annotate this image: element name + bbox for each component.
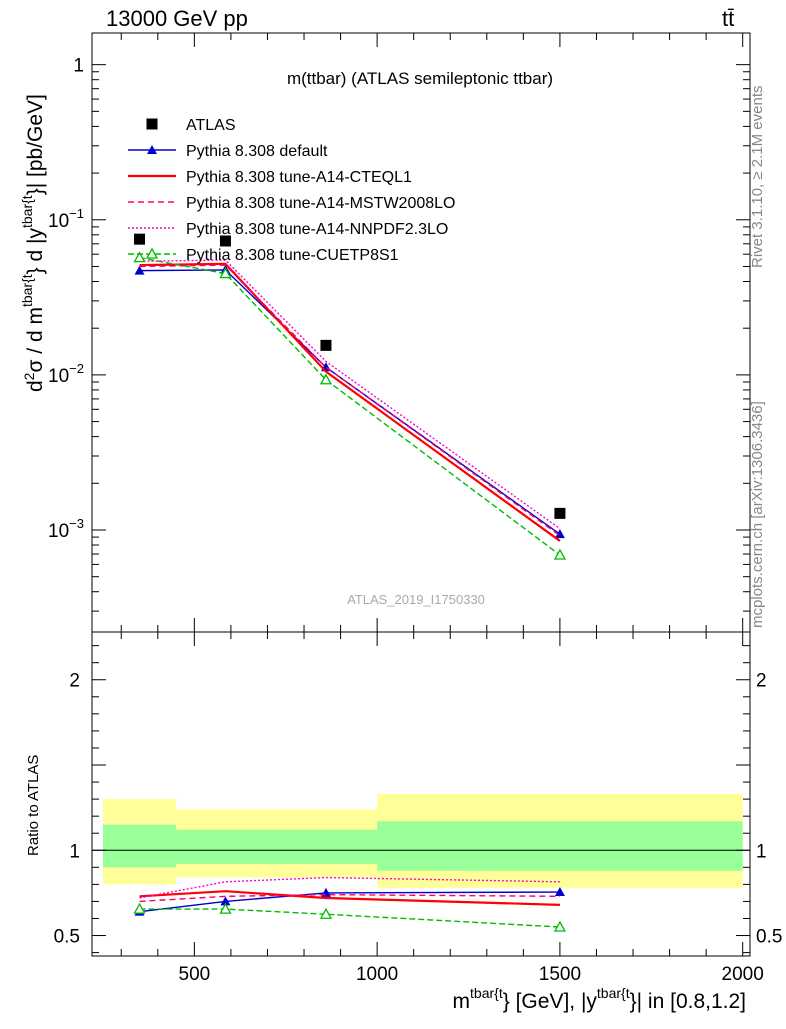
header-energy-label: 13000 GeV pp (106, 6, 248, 31)
legend-label-series-3: Pythia 8.308 tune-A14-NNPDF2.3LO (186, 221, 448, 238)
x-tick-label-2: 1500 (539, 964, 581, 985)
band-green-1 (176, 829, 378, 864)
legend-marker-atlas (146, 118, 158, 130)
main-marker-series-4-0 (133, 251, 146, 263)
main-line-series-1 (139, 262, 561, 542)
main-line-series-3 (139, 259, 561, 530)
ratio-marker-series-0-3 (554, 887, 565, 897)
x-tick-label-0: 500 (179, 964, 211, 985)
y-tick-label-ratio-right-2: 2 (756, 671, 767, 692)
y-tick-label-ratio-left-1: 1 (69, 841, 80, 862)
ratio-plot-frame (91, 631, 751, 957)
x-axis-label: mtbar{t} [GeV], |ytbar{t}| in [0.8,1.2] (453, 985, 746, 1013)
main-line-series-2 (139, 264, 561, 537)
ratio-marker-series-4-3 (553, 920, 567, 932)
main-marker-series-4-2 (319, 373, 333, 385)
x-tick-label-1: 1000 (356, 964, 398, 985)
ratio-line-series-0 (139, 891, 560, 913)
atlas-point-0 (134, 233, 146, 245)
main-series-group (133, 251, 567, 560)
y-tick-label-ratio-right-0: 0.5 (756, 927, 782, 948)
main-marker-series-4-1 (219, 267, 232, 279)
ratio-line-series-1 (139, 890, 560, 906)
y-tick-label-ratio-left-0: 0.5 (54, 927, 80, 948)
atlas-point-1 (219, 235, 231, 247)
analysis-watermark: ATLAS_2019_I1750330 (347, 592, 485, 607)
ratio-marker-series-4-1 (219, 902, 232, 914)
y-tick-label-ratio-right-1: 1 (756, 841, 767, 862)
atlas-data-points (134, 233, 566, 519)
axis-tick-labels: 500 1000 1500 2000 10−3 10−2 10−1 1 0.5 0.5 1 1 2 2 (48, 56, 782, 985)
y-tick-label-main-2: 10−1 (48, 206, 84, 232)
y-tick-label-main-0: 10−3 (48, 516, 84, 542)
legend-label-series-0: Pythia 8.308 default (186, 143, 328, 160)
atlas-point-2 (320, 339, 332, 351)
band-green-2 (377, 821, 743, 871)
band-green-0 (102, 824, 177, 868)
ratio-line-series-2 (139, 893, 560, 903)
ratio-line-series-4 (139, 908, 560, 928)
ratio-line-series-3 (139, 876, 560, 899)
legend-marker-series-4 (145, 247, 159, 259)
legend-marker-series-0 (147, 145, 157, 154)
legend-label-series-1: Pythia 8.308 tune-A14-CTEQL1 (186, 169, 412, 186)
rivet-version-label: Rivet 3.1.10, ≥ 2.1M events (749, 86, 766, 269)
axis-ticks (92, 33, 750, 956)
main-marker-series-0-3 (554, 529, 565, 539)
ratio-marker-series-0-1 (220, 896, 231, 906)
y-tick-label-ratio-left-2: 2 (69, 671, 80, 692)
x-tick-label-3: 2000 (722, 964, 764, 985)
ratio-marker-series-4-0 (133, 902, 146, 914)
legend: ATLAS Pythia 8.308 default Pythia 8.308 tu… (128, 117, 455, 264)
main-marker-series-4-3 (553, 548, 567, 560)
ratio-y-axis-label: Ratio to ATLAS (25, 755, 42, 856)
main-line-series-4 (139, 256, 561, 556)
mcplots-credit-label: mcplots.cern.ch [arXiv:1306.3436] (749, 401, 766, 628)
header-process-label: tt̄ (722, 6, 734, 31)
main-y-axis-label: d2σ / d mtbar{t} d |ytbar{t}| [pb/GeV] (19, 94, 47, 392)
legend-label-atlas: ATLAS (186, 117, 236, 134)
uncertainty-bands (102, 794, 743, 888)
chart-title: m(ttbar) (ATLAS semileptonic ttbar) (287, 69, 553, 88)
y-tick-label-main-1: 10−2 (48, 361, 84, 387)
atlas-point-3 (554, 507, 566, 519)
legend-label-series-4: Pythia 8.308 tune-CUETP8S1 (186, 247, 399, 264)
legend-label-series-2: Pythia 8.308 tune-A14-MSTW2008LO (186, 195, 455, 212)
main-marker-series-0-0 (134, 265, 145, 275)
y-tick-label-main-3: 1 (73, 56, 84, 77)
ratio-series-group (133, 876, 567, 932)
ratio-marker-series-4-2 (319, 907, 333, 919)
